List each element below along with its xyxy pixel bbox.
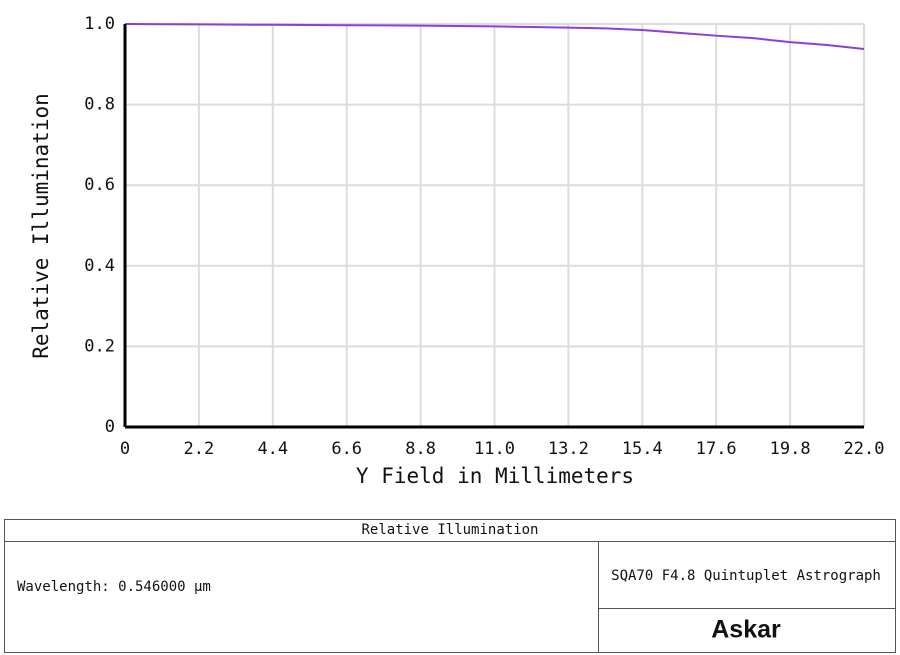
panel-border [4,519,896,653]
y-axis-title: Relative Illumination [29,93,53,359]
x-tick-label: 11.0 [474,439,515,459]
y-tick-label: 0.8 [84,95,115,115]
brand: Askar [711,616,781,644]
y-tick-label: 1.0 [84,14,115,34]
x-tick-label: 2.2 [184,439,215,459]
x-tick-label: 4.4 [257,439,288,459]
info-panel [4,519,896,653]
x-tick-label: 0 [120,439,130,459]
system-name: SQA70 F4.8 Quintuplet Astrograph [611,568,881,584]
y-tick-label: 0 [105,417,115,437]
x-tick-label: 15.4 [622,439,663,459]
grid [124,23,865,428]
x-axis-title: Y Field in Millimeters [356,464,634,488]
x-tick-label: 22.0 [844,439,885,459]
panel-title: Relative Illumination [361,522,538,538]
x-tick-label: 6.6 [331,439,362,459]
plot [124,23,865,50]
y-tick-label: 0.4 [84,256,115,276]
wavelength: Wavelength: 0.546000 µm [17,579,211,595]
x-tick-label: 8.8 [405,439,436,459]
y-tick-label: 0.6 [84,175,115,195]
x-tick-label: 17.6 [696,439,737,459]
y-tick-label: 0.2 [84,336,115,356]
data-line [124,23,865,50]
x-tick-label: 19.8 [770,439,811,459]
x-tick-label: 13.2 [548,439,589,459]
